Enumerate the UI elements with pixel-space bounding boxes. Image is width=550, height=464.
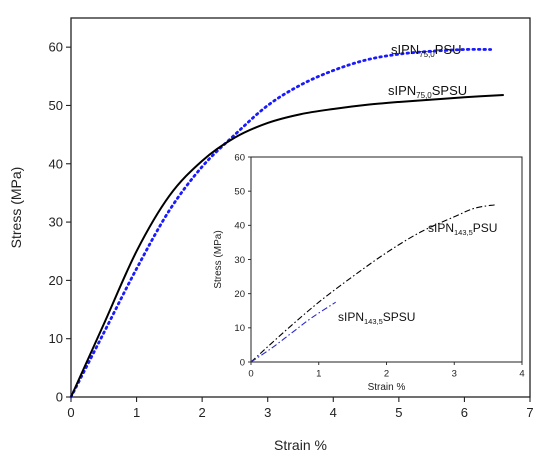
inset-series-label-2-tail: SPSU <box>383 310 416 324</box>
inset-y-tick-label: 0 <box>240 357 245 368</box>
main-y-tick-label: 30 <box>49 215 63 230</box>
inset-series-label-1-sub: 143,5 <box>454 228 473 237</box>
main-series-label-1-tail: PSU <box>435 42 462 57</box>
main-series-label-1-main: sIPN <box>391 42 419 57</box>
inset-series-label-1: sIPN143,5PSU <box>428 221 497 237</box>
main-y-tick-label: 50 <box>49 98 63 113</box>
inset-y-axis-title: Stress (MPa) <box>213 230 224 288</box>
main-series-label-1-sub: 75,0 <box>419 50 435 59</box>
main-y-tick-label: 20 <box>49 273 63 288</box>
inset-series-label-1-tail: PSU <box>473 221 498 235</box>
inset-series-label-2-sub: 143,5 <box>364 317 383 326</box>
inset-series-line-2 <box>250 301 336 363</box>
inset-y-tick-label: 30 <box>234 255 245 266</box>
main-series-line-1 <box>69 47 493 399</box>
main-series-line-2 <box>70 93 504 398</box>
main-y-tick-label: 60 <box>49 40 63 55</box>
inset-y-tick-label: 60 <box>234 152 245 163</box>
main-y-tick-label: 0 <box>56 390 63 405</box>
main-plot-frame <box>70 17 531 398</box>
inset-series-line-1 <box>250 204 495 363</box>
main-x-tick-label: 4 <box>330 405 337 420</box>
main-x-tick-label: 1 <box>133 405 140 420</box>
main-series-label-2-tail: SPSU <box>432 83 467 98</box>
main-x-tick-label: 2 <box>199 405 206 420</box>
main-x-tick-label: 6 <box>461 405 468 420</box>
main-series-label-2-main: sIPN <box>388 83 416 98</box>
inset-x-tick-label: 4 <box>519 369 524 380</box>
main-series-label-1: sIPN75,0PSU <box>391 42 461 59</box>
main-x-tick-label: 3 <box>264 405 271 420</box>
main-y-axis-title: Stress (MPa) <box>8 167 24 249</box>
main-x-tick-label: 5 <box>395 405 402 420</box>
main-series-label-2: sIPN75,0SPSU <box>388 83 467 100</box>
main-y-tick-label: 40 <box>49 156 63 171</box>
inset-plot-frame <box>250 156 523 363</box>
main-series-label-2-sub: 75,0 <box>416 91 432 100</box>
inset-x-axis-title: Strain % <box>368 382 406 393</box>
inset-x-tick-label: 1 <box>316 369 321 380</box>
inset-series-label-1-main: sIPN <box>428 221 454 235</box>
main-x-axis-title: Strain % <box>274 437 327 453</box>
inset-series-label-2: sIPN143,5SPSU <box>338 310 415 326</box>
inset-y-tick-label: 50 <box>234 186 245 197</box>
main-x-tick-label: 0 <box>67 405 74 420</box>
inset-x-tick-label: 0 <box>248 369 253 380</box>
main-y-tick-label: 10 <box>49 331 63 346</box>
inset-y-tick-label: 40 <box>234 221 245 232</box>
inset-x-tick-label: 2 <box>384 369 389 380</box>
inset-y-tick-label: 10 <box>234 323 245 334</box>
inset-series-label-2-main: sIPN <box>338 310 364 324</box>
inset-y-tick-label: 20 <box>234 289 245 300</box>
inset-x-tick-label: 3 <box>452 369 457 380</box>
main-x-tick-label: 7 <box>526 405 533 420</box>
